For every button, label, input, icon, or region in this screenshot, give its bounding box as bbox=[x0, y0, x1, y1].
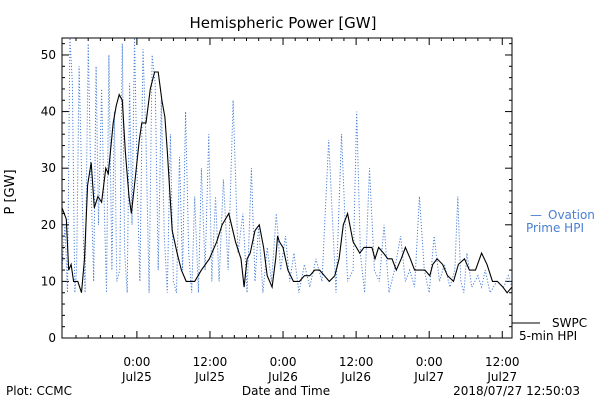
legend-ovation-label: Ovation bbox=[548, 208, 595, 222]
x-tick-date-label: Jul27 bbox=[486, 370, 517, 384]
x-axis-ticks: 0:00Jul2512:00Jul250:00Jul2612:00Jul260:… bbox=[75, 38, 520, 384]
plot-credit: Plot: CCMC bbox=[6, 384, 72, 398]
x-tick-time-label: 0:00 bbox=[416, 355, 443, 369]
y-tick-label: 10 bbox=[41, 274, 56, 288]
x-tick-date-label: Jul25 bbox=[121, 370, 152, 384]
legend-ovation: — Ovation Prime HPI bbox=[526, 208, 595, 235]
y-tick-label: 40 bbox=[41, 105, 56, 119]
legend-swpc-label-2: 5-min HPI bbox=[519, 329, 577, 343]
y-tick-label: 30 bbox=[41, 161, 56, 175]
y-axis-label: P [GW] bbox=[3, 169, 18, 214]
x-tick-time-label: 12:00 bbox=[485, 355, 520, 369]
y-tick-label: 20 bbox=[41, 218, 56, 232]
x-tick-time-label: 0:00 bbox=[270, 355, 297, 369]
y-axis-ticks: 0 10 20 30 40 50 bbox=[41, 43, 512, 345]
x-axis-label: Date and Time bbox=[242, 384, 330, 398]
x-tick-time-label: 12:00 bbox=[193, 355, 228, 369]
x-tick-date-label: Jul25 bbox=[194, 370, 225, 384]
plot-timestamp: 2018/07/27 12:50:03 bbox=[453, 384, 580, 398]
y-tick-label: 0 bbox=[48, 331, 56, 345]
x-tick-date-label: Jul26 bbox=[340, 370, 371, 384]
legend-swpc: SWPC 5-min HPI bbox=[512, 316, 587, 343]
ovation-prime-series-line bbox=[62, 38, 512, 295]
x-tick-date-label: Jul26 bbox=[267, 370, 298, 384]
legend-swpc-label: SWPC bbox=[552, 316, 587, 330]
legend-ovation-label-2: Prime HPI bbox=[526, 221, 584, 235]
x-tick-time-label: 12:00 bbox=[339, 355, 374, 369]
legend-ovation-symbol: — bbox=[530, 208, 542, 222]
plot-frame bbox=[61, 37, 513, 339]
x-tick-time-label: 0:00 bbox=[123, 355, 150, 369]
chart-title: Hemispheric Power [GW] bbox=[190, 14, 377, 32]
y-tick-label: 50 bbox=[41, 48, 56, 62]
x-tick-date-label: Jul27 bbox=[413, 370, 444, 384]
swpc-series-line bbox=[62, 71, 512, 294]
